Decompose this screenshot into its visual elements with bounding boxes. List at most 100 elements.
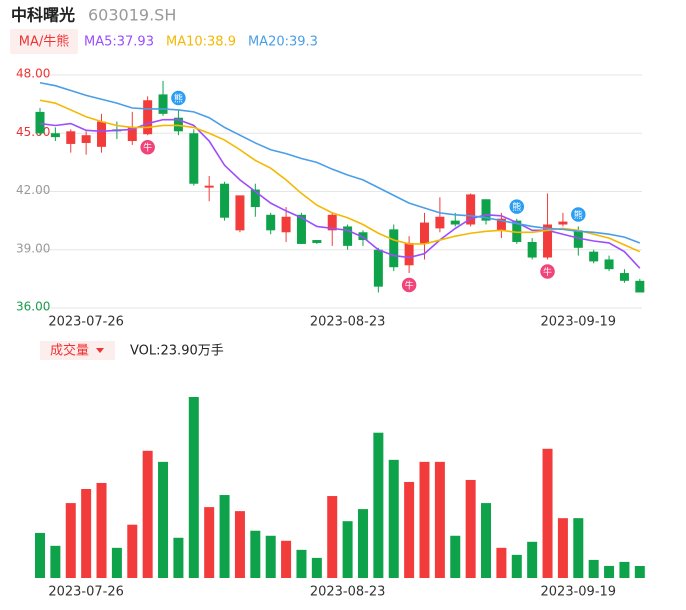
legend-entry: MA10:38.9: [166, 35, 236, 50]
volume-bar: [219, 495, 230, 578]
volume-bar: [342, 521, 353, 578]
candle-body: [373, 249, 383, 287]
candle-body: [127, 127, 137, 142]
volume-bar: [634, 565, 645, 578]
volume-label: VOL:23.90万手: [130, 344, 224, 359]
candle-body: [543, 224, 553, 258]
bull-marker: [400, 276, 418, 294]
volume-bar: [388, 459, 399, 578]
candle-body: [281, 216, 291, 233]
candle-body: [250, 189, 260, 208]
bull-label: 牛: [405, 280, 414, 292]
bear-label: 熊: [512, 201, 521, 213]
candle-body: [50, 133, 60, 138]
volume-bar: [296, 549, 307, 578]
candle-body: [158, 94, 168, 114]
volume-bar: [557, 518, 568, 578]
ma-line: [39, 99, 641, 253]
volume-bar: [573, 518, 584, 578]
ma-line: [39, 118, 641, 269]
candle-body: [143, 100, 153, 135]
volume-bar: [542, 448, 553, 578]
volume-bar: [173, 537, 184, 578]
volume-bar: [281, 540, 292, 578]
y-tick-label: 45.00: [16, 125, 50, 139]
candle-body: [404, 242, 414, 266]
volume-bar: [619, 561, 630, 578]
candle-body: [573, 230, 583, 248]
candle-body: [619, 273, 629, 281]
volume-x-tick-label: 2023-09-19: [541, 585, 617, 600]
candle-body: [97, 121, 107, 147]
candle-body: [435, 216, 445, 229]
y-tick-label: 36.00: [16, 300, 50, 314]
volume-x-tick-label: 2023-08-23: [310, 585, 386, 600]
stock-code: 603019.SH: [88, 6, 176, 25]
candle-body: [635, 280, 645, 293]
volume-bar: [50, 545, 61, 578]
candle-body: [389, 229, 399, 268]
candle-body: [35, 111, 45, 134]
indicator-button[interactable]: MA/牛熊: [19, 34, 70, 50]
volume-bar: [35, 532, 45, 578]
bear-marker: [169, 89, 188, 107]
legend-entry: MA20:39.3: [248, 35, 318, 50]
volume-bar: [404, 481, 415, 578]
candle-body: [204, 185, 214, 188]
candle-body: [312, 240, 322, 243]
volume-bar: [527, 541, 538, 578]
volume-bar: [465, 479, 476, 578]
volume-bar: [158, 461, 169, 578]
volume-bar: [250, 530, 261, 578]
volume-bar: [373, 432, 384, 578]
volume-bar: [127, 524, 138, 578]
candle-body: [81, 135, 91, 143]
candle-body: [296, 214, 306, 244]
y-tick-label: 39.00: [16, 241, 50, 255]
volume-bar: [357, 509, 368, 578]
volume-bar: [511, 554, 522, 578]
volume-x-tick-label: 2023-07-26: [48, 585, 124, 600]
legend-entry: MA5:37.93: [84, 35, 154, 50]
volume-bar: [188, 397, 199, 578]
bull-label: 牛: [143, 142, 152, 154]
candle-body: [589, 251, 599, 262]
y-tick-label: 42.00: [16, 183, 50, 197]
volume-button[interactable]: 成交量: [50, 343, 89, 359]
indicator-button-bg[interactable]: [10, 29, 78, 54]
volume-bar: [142, 450, 153, 578]
y-tick-label: 48.00: [16, 67, 50, 81]
dropdown-arrow: [96, 348, 104, 353]
candle-body: [358, 232, 368, 241]
volume-bar: [65, 503, 76, 578]
bear-label: 熊: [574, 209, 583, 221]
volume-bar: [450, 535, 461, 578]
x-tick-label: 2023-08-23: [310, 315, 386, 330]
volume-bar: [604, 565, 615, 578]
candle-body: [450, 220, 460, 225]
volume-bar: [496, 547, 507, 578]
bull-marker: [538, 262, 557, 281]
volume-button-bg[interactable]: [40, 341, 115, 360]
volume-bar: [434, 461, 445, 578]
x-tick-label: 2023-09-19: [541, 315, 617, 330]
bull-marker: [138, 138, 157, 156]
volume-bar: [81, 489, 92, 578]
candle-body: [604, 259, 614, 270]
bull-label: 牛: [543, 266, 552, 278]
candle-body: [173, 117, 183, 132]
candle-body: [481, 199, 491, 221]
bear-marker: [569, 205, 588, 224]
candle-body: [527, 241, 537, 258]
volume-bar: [265, 535, 276, 578]
volume-bar: [96, 482, 107, 578]
candle-body: [420, 222, 429, 244]
volume-bar: [204, 507, 215, 578]
candle-body: [220, 183, 230, 218]
volume-bar: [234, 511, 245, 578]
candle-body: [327, 214, 337, 231]
candle-body: [189, 133, 199, 184]
stock-name: 中科曙光: [11, 6, 75, 25]
candle-body: [558, 221, 568, 225]
candle-body: [235, 195, 245, 231]
